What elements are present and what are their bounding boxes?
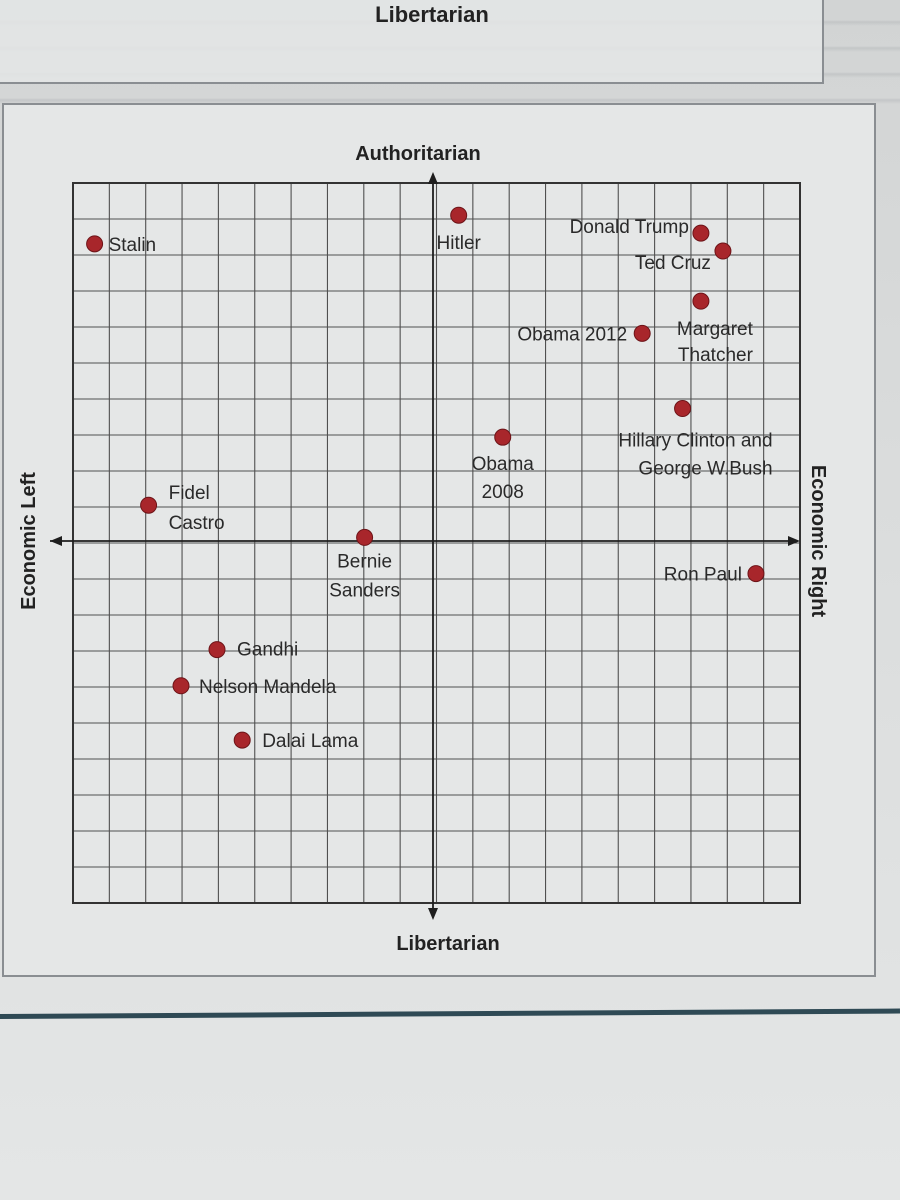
data-point-label: Donald Trump <box>570 217 689 238</box>
data-points: Stalin Hitler Donald Trump Ted Cruz Margaret… <box>86 206 773 752</box>
data-point: Ron Paul <box>664 565 765 586</box>
previous-figure-title: Libertarian <box>375 2 489 27</box>
data-point-label: Margaret <box>677 319 754 340</box>
data-point-label: Obama <box>472 454 535 475</box>
data-point-label: Thatcher <box>678 345 754 366</box>
data-point-label: Ted Cruz <box>635 253 711 274</box>
data-point-label: Fidel <box>169 483 210 504</box>
data-point-marker <box>450 206 468 224</box>
data-point-label: 2008 <box>482 482 524 503</box>
data-point-marker <box>692 224 710 242</box>
axis-title-left: Economic Left <box>18 472 40 610</box>
data-point-label: Dalai Lama <box>262 731 359 752</box>
data-point-label: Ron Paul <box>664 565 742 586</box>
data-point-marker <box>633 324 651 342</box>
data-point-label: Sanders <box>329 580 400 601</box>
axis-title-bottom: Libertarian <box>396 933 499 955</box>
data-point-marker <box>747 565 765 583</box>
data-point-label: Obama 2012 <box>517 324 627 345</box>
data-point-marker <box>692 292 710 310</box>
data-point: Donald Trump <box>570 217 710 242</box>
chart-grid <box>72 182 801 904</box>
data-point-marker <box>674 400 692 418</box>
data-point-marker <box>140 496 158 514</box>
data-point-label: Gandhi <box>237 640 298 661</box>
data-point-label: Castro <box>169 513 225 534</box>
arrow-right-icon <box>788 536 800 546</box>
data-point: Hillary Clinton and George W.Bush <box>618 400 773 480</box>
data-point-marker <box>356 528 374 546</box>
data-point-label: Bernie <box>337 551 392 572</box>
data-point-marker <box>494 428 512 446</box>
data-point-label: Nelson Mandela <box>199 677 337 698</box>
data-point-label: Stalin <box>109 235 157 256</box>
data-point-label: Hitler <box>437 233 482 254</box>
arrow-left-icon <box>50 536 62 546</box>
data-point: Obama 2012 <box>517 324 651 345</box>
arrow-down-icon <box>428 908 438 920</box>
data-point: Margaret Thatcher <box>677 292 754 366</box>
data-point: Obama 2008 <box>472 428 535 503</box>
data-point: Hitler <box>437 206 482 254</box>
arrow-up-icon <box>428 172 438 184</box>
data-point: Bernie Sanders <box>329 528 400 601</box>
axis-title-right: Economic Right <box>807 465 829 618</box>
data-point-marker <box>714 242 732 260</box>
data-point-marker <box>172 677 190 695</box>
data-point: Gandhi <box>208 640 298 661</box>
data-point-label: George W.Bush <box>638 459 772 480</box>
previous-figure-box: Libertarian <box>0 0 824 84</box>
data-point-marker <box>208 641 226 659</box>
chart-axes <box>50 172 800 920</box>
axis-title-top: Authoritarian <box>355 143 481 165</box>
data-point-marker <box>86 235 104 253</box>
data-point: Ted Cruz <box>635 242 732 274</box>
data-point: Stalin <box>86 235 157 256</box>
data-point: Fidel Castro <box>140 483 225 534</box>
data-point: Dalai Lama <box>233 731 359 752</box>
data-point-marker <box>233 731 251 749</box>
data-point-label: Hillary Clinton and <box>618 431 772 452</box>
data-point: Nelson Mandela <box>172 677 337 698</box>
